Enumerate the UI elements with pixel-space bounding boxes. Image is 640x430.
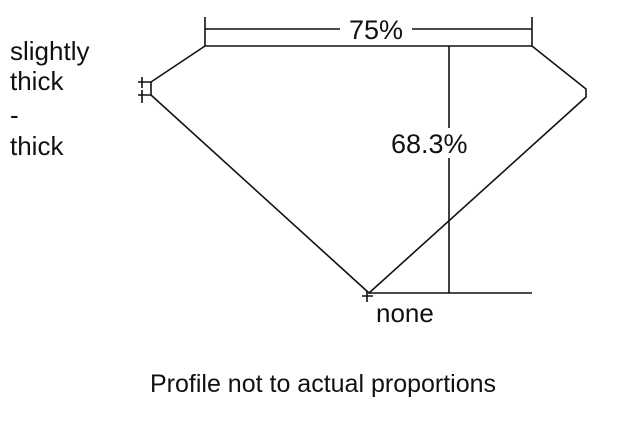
caption: Profile not to actual proportions	[150, 370, 496, 398]
total-depth-label: 68.3%	[391, 129, 468, 159]
gem-outline	[150, 45, 587, 295]
culet-cross-mark	[362, 291, 373, 302]
girdle-label-line1: slightly	[10, 36, 89, 66]
girdle-label-line4: thick	[10, 131, 64, 161]
table-width-label: 75%	[349, 15, 403, 45]
girdle-label-line3: -	[10, 100, 19, 130]
culet-label: none	[376, 298, 434, 328]
girdle-cross-marks	[138, 77, 151, 103]
girdle-label-line2: thick	[10, 66, 64, 96]
